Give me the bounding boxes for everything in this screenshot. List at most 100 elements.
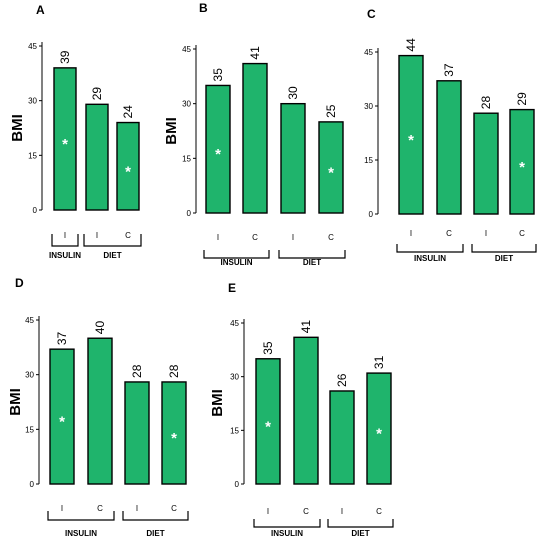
- category-label: C: [519, 229, 525, 238]
- y-tick-label: 30: [25, 371, 34, 380]
- y-tick-label: 15: [28, 151, 37, 160]
- bar: [49, 348, 75, 485]
- chart-panel-a: A BMI 0 15 30 45 39 * I 29 I 24 * C INSULIN DIET: [9, 3, 142, 260]
- group-bracket: [253, 519, 321, 528]
- y-axis-label: BMI: [209, 389, 226, 417]
- bar-value-label: 39: [58, 50, 72, 64]
- y-axis-label: BMI: [9, 114, 26, 142]
- y-tick-label: 45: [230, 319, 239, 328]
- significance-star: *: [328, 164, 334, 181]
- bar: [242, 62, 268, 214]
- panel-label: D: [15, 276, 24, 290]
- bar-value-label: 31: [372, 355, 386, 369]
- bar-value-label: 40: [93, 321, 107, 335]
- y-tick-label: 30: [182, 100, 191, 109]
- y-tick-label: 45: [28, 42, 37, 51]
- group-bracket: [203, 250, 270, 259]
- bar: [473, 112, 499, 215]
- bar-value-label: 41: [299, 320, 313, 334]
- y-tick-label: 15: [364, 156, 373, 165]
- category-label: C: [328, 233, 334, 242]
- group-bracket: [122, 511, 189, 521]
- group-label: INSULIN: [414, 254, 446, 263]
- significance-star: *: [62, 136, 68, 153]
- significance-star: *: [408, 132, 414, 149]
- panel-label: A: [36, 3, 45, 17]
- category-label: I: [341, 507, 343, 516]
- significance-star: *: [376, 426, 382, 443]
- bar: [255, 358, 281, 485]
- bar-value-label: 28: [479, 96, 493, 110]
- bar-value-label: 30: [286, 86, 300, 100]
- bar-value-label: 41: [248, 46, 262, 60]
- panel-label: C: [367, 7, 376, 21]
- y-tick-label: 0: [33, 206, 38, 215]
- chart-panel-d: D BMI 0 15 30 45 37 * I 40 C 28 I 28 * C INSULIN DIET: [7, 276, 189, 538]
- bar: [87, 337, 113, 485]
- bar-value-label: 35: [211, 68, 225, 82]
- category-label: C: [252, 233, 258, 242]
- group-label: INSULIN: [49, 251, 81, 260]
- y-tick-label: 0: [30, 480, 35, 489]
- y-tick-label: 15: [230, 426, 239, 435]
- chart-panel-e: E BMI 0 15 30 45 35 * I 41 C 26 I 31 * C INSULIN DIET: [209, 281, 394, 538]
- group-bracket: [471, 244, 537, 253]
- category-label: I: [292, 233, 294, 242]
- bar-value-label: 37: [55, 331, 69, 345]
- chart-panel-b: B BMI 0 15 30 45 35 * I 41 C 30 I 25 * C INSULIN DIET: [163, 1, 346, 267]
- bar-value-label: 29: [90, 87, 104, 101]
- significance-star: *: [171, 430, 177, 447]
- bar: [85, 103, 109, 211]
- y-tick-label: 30: [230, 373, 239, 382]
- group-label: DIET: [303, 258, 321, 267]
- bar: [280, 102, 306, 214]
- significance-star: *: [265, 418, 271, 435]
- bar: [293, 336, 319, 485]
- category-label: C: [446, 229, 452, 238]
- category-label: C: [97, 504, 103, 513]
- significance-star: *: [125, 163, 131, 180]
- bar-value-label: 44: [404, 38, 418, 52]
- y-axis-label: BMI: [7, 388, 24, 416]
- category-label: I: [217, 233, 219, 242]
- bar: [366, 372, 392, 485]
- bar-value-label: 24: [121, 105, 135, 119]
- bar-value-label: 26: [335, 373, 349, 387]
- group-bracket: [278, 250, 346, 259]
- category-label: I: [61, 504, 63, 513]
- group-bracket: [327, 519, 394, 528]
- y-tick-label: 0: [369, 210, 374, 219]
- bar: [53, 67, 77, 211]
- category-label: I: [64, 231, 66, 240]
- category-label: I: [96, 231, 98, 240]
- category-label: I: [267, 507, 269, 516]
- group-label: DIET: [146, 529, 164, 538]
- bar: [398, 54, 424, 215]
- y-tick-label: 0: [235, 480, 240, 489]
- category-label: C: [171, 504, 177, 513]
- bar: [161, 381, 187, 485]
- panel-label: E: [228, 281, 236, 295]
- group-label: DIET: [351, 529, 369, 538]
- significance-star: *: [59, 414, 65, 431]
- category-label: I: [485, 229, 487, 238]
- category-label: C: [303, 507, 309, 516]
- category-label: C: [376, 507, 382, 516]
- y-tick-label: 15: [182, 154, 191, 163]
- bar: [509, 108, 535, 215]
- significance-star: *: [519, 159, 525, 176]
- bar-value-label: 29: [515, 92, 529, 106]
- y-tick-label: 45: [364, 48, 373, 57]
- bar: [329, 390, 355, 485]
- y-tick-label: 30: [364, 102, 373, 111]
- group-bracket: [51, 234, 79, 247]
- bar: [318, 121, 344, 214]
- y-tick-label: 0: [187, 209, 192, 218]
- category-label: I: [410, 229, 412, 238]
- bar: [436, 80, 462, 215]
- chart-panel-c: C 0 15 30 45 44 * I 37 C 28 I 29 * C INSULIN DIET: [364, 7, 537, 263]
- bar: [205, 84, 231, 214]
- group-bracket: [47, 511, 115, 521]
- y-tick-label: 30: [28, 97, 37, 106]
- bar-value-label: 28: [167, 364, 181, 378]
